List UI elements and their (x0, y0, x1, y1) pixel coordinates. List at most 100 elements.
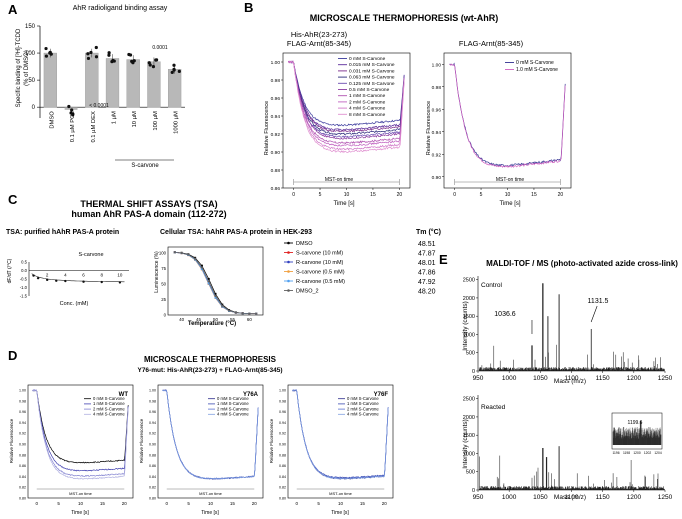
legend-marker (287, 260, 290, 264)
legend-label: DMSO_2 (296, 289, 319, 295)
y-tick-label: 0.88 (271, 168, 281, 174)
legend-marker (287, 289, 290, 292)
mst-label: MST-on time (69, 491, 92, 496)
legend-label: R-carvone (0.5 mM) (296, 279, 345, 285)
spectrum-trace (478, 446, 665, 490)
y-tick-label: 0.80 (149, 496, 156, 500)
bar (85, 52, 99, 108)
subplot-title: WT (119, 392, 129, 398)
data-point (107, 53, 111, 57)
mst-subplot-y76f: 0.80 0.82 0.84 0.86 0.88 0.90 0.92 0.94 0.96 0.98… (269, 384, 394, 516)
legend-label: 1 mM S-Carvone (217, 401, 249, 406)
melt-curve (174, 252, 257, 315)
data-point (248, 312, 251, 315)
mst-curve (288, 60, 405, 136)
y-tick-label: 0 (32, 105, 36, 111)
data-point (207, 282, 210, 285)
panel-e-bottom-xlabel: Mass (m/z) (554, 494, 586, 501)
y-tick-label: -1.5 (20, 294, 28, 299)
inset-x-tick-label: 1200 (633, 451, 641, 455)
peak-arrow (590, 305, 598, 323)
y-tick-label: 100 (159, 251, 167, 256)
x-axis-label: Time [s] (201, 510, 219, 516)
x-tick-label: 10 (338, 501, 344, 506)
x-tick-label: 1000 µM (174, 111, 180, 134)
mst-curve (288, 61, 405, 132)
y-tick-label: 0.88 (279, 453, 286, 457)
y-tick-label: 100 (25, 51, 36, 57)
x-tick-label: 1000 (502, 494, 517, 501)
bar (64, 107, 78, 110)
x-tick-label: 1100 (565, 494, 579, 501)
panel-c: C THERMAL SHIFT ASSAYS (TSA) human AhR P… (6, 192, 441, 327)
panel-a-pvalue-left: < 0.0001 (89, 103, 109, 109)
x-tick-label: 1050 (533, 494, 548, 501)
data-point (55, 279, 58, 282)
mst-curve (449, 62, 566, 167)
y-tick-label: 1000 (463, 451, 475, 457)
y-tick-label: 0.96 (279, 410, 286, 414)
y-tick-label: 0.94 (149, 421, 156, 425)
x-axis-label: Time [s] (331, 510, 349, 516)
x-tick-label: 0 (35, 501, 38, 506)
data-point (170, 70, 174, 75)
y-tick-label: -1.0 (20, 285, 28, 290)
y-tick-label: 0.86 (279, 464, 286, 468)
mst-curve (32, 389, 129, 472)
y-tick-label: 0.98 (19, 399, 26, 403)
subplot-title: Y76A (243, 392, 259, 398)
x-tick-label: 1150 (596, 375, 610, 382)
inset-x-tick-label: 1196 (612, 451, 619, 455)
panel-a-pvalue-right: 0.0001 (152, 45, 168, 51)
data-point (228, 309, 231, 312)
y-tick-label: 75 (161, 266, 166, 271)
x-tick-label: 15 (100, 501, 106, 506)
y-tick-label: 1.00 (271, 60, 281, 66)
x-tick-label: 0 (165, 501, 168, 506)
y-tick-label: 2500 (463, 278, 475, 284)
y-tick-label: -0.5 (20, 277, 28, 282)
x-tick-label: 100 µM (153, 111, 159, 131)
legend-label: 1 mM S-Carvone (347, 401, 379, 406)
panel-c-inner-label: S-carvone (78, 252, 103, 258)
inset-x-tick-label: 1202 (644, 451, 652, 455)
x-tick-label: 0.1 µM DEX (91, 111, 97, 143)
data-point (86, 56, 91, 61)
legend-label: 2 mM S-Carvone (349, 99, 386, 105)
panel-letter-c: C (8, 192, 18, 207)
legend-tm: 48.01 (418, 260, 436, 267)
mst-subplot-y76a: 0.80 0.82 0.84 0.86 0.88 0.90 0.92 0.94 0.96 0.98… (139, 384, 264, 516)
x-tick-label: 15 (531, 192, 537, 198)
panel-b-left-title-2: FLAG-Arnt(85-345) (287, 39, 352, 48)
panel-a-group-label: S-carvone (131, 163, 159, 169)
x-axis-label: Time [s] (71, 510, 89, 516)
data-point (44, 54, 49, 58)
panel-b-right-xlabel: Time [s] (499, 201, 520, 207)
peak-label-1036: 1036.6 (494, 311, 516, 318)
legend-label: 0.125 mM S-Carvone (349, 81, 395, 87)
x-tick-label: 2 (46, 273, 49, 278)
y-tick-label: 0 (472, 369, 475, 375)
data-point (200, 266, 203, 269)
panel-b-left-title-1: His-AhR(23-273) (291, 30, 348, 39)
mst-arnt-plot: 0.90 0.92 0.94 0.96 0.98 1.00 0 5 10 15 20 (432, 52, 572, 198)
bar (105, 58, 120, 108)
data-point (118, 281, 122, 284)
legend-tm: 48.51 (418, 241, 436, 248)
data-point (128, 53, 133, 57)
data-point (89, 50, 93, 55)
panel-letter-d: D (8, 348, 17, 363)
legend-label: 0 mM S-Carvone (93, 396, 125, 401)
legend-tm: 47.87 (418, 251, 436, 258)
legend-label: 1 mM S-Carvone (93, 401, 125, 406)
y-tick-label: 0.96 (271, 96, 281, 102)
x-tick-label: 60 (247, 317, 253, 322)
y-tick-label: 0 (472, 488, 475, 494)
legend-tm: 48.20 (418, 289, 436, 296)
x-tick-label: 20 (382, 501, 388, 506)
legend-label: S-carvone (10 mM) (296, 251, 343, 257)
mst-curve (288, 60, 405, 138)
data-point (86, 52, 90, 56)
peak-label-1131: 1131.5 (588, 298, 609, 305)
data-point (132, 59, 136, 63)
